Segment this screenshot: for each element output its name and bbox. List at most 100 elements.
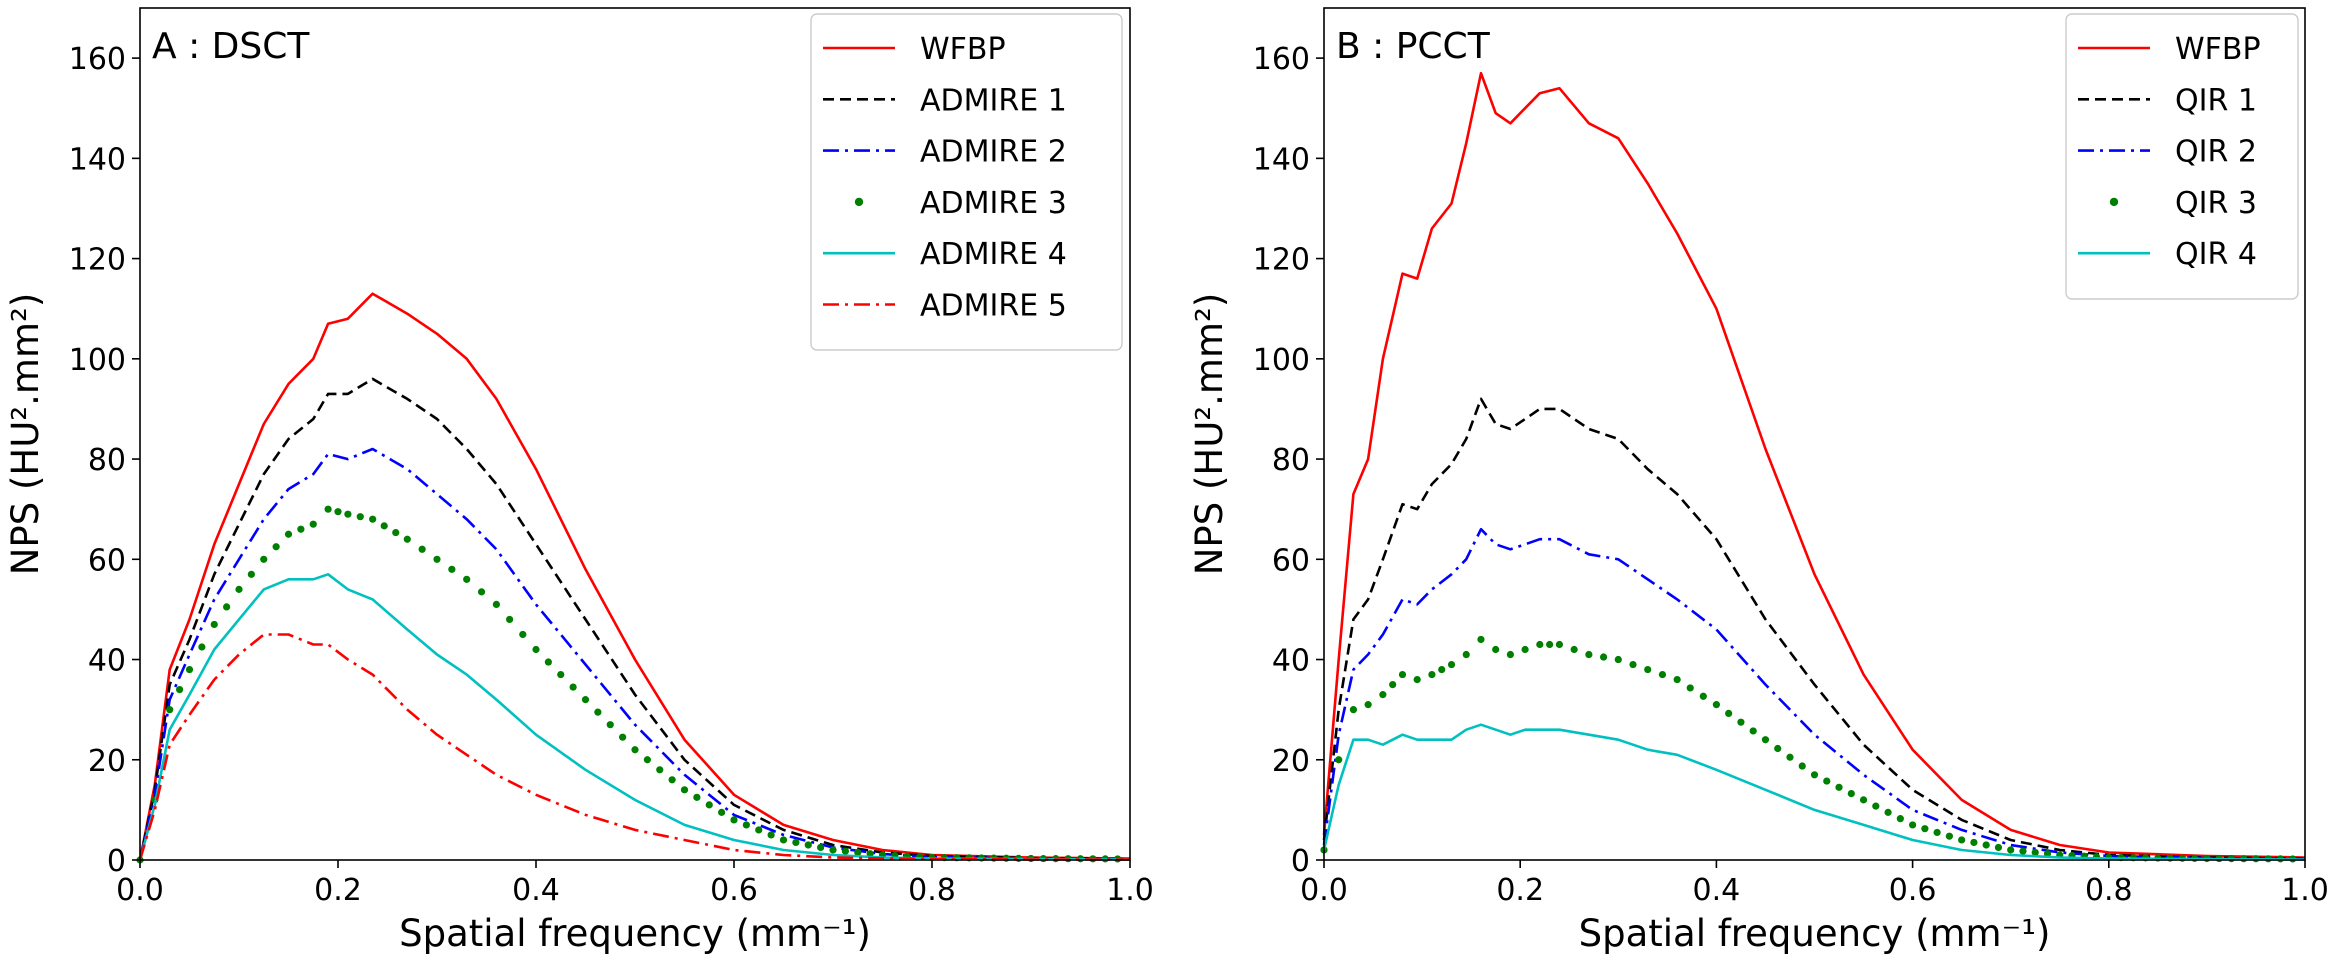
data-point: [532, 645, 540, 654]
y-axis-label: NPS (HU².mm²): [4, 293, 47, 576]
y-tick-label: 0: [107, 844, 126, 879]
data-point: [1349, 706, 1358, 714]
data-point: [284, 530, 293, 538]
x-tick-label: 0.8: [2085, 873, 2133, 908]
series-line: [1322, 397, 2306, 860]
data-point: [235, 585, 243, 593]
data-point: [705, 801, 713, 809]
data-point: [1585, 650, 1593, 659]
data-point: [1761, 736, 1770, 744]
axes-frame: [139, 7, 1131, 861]
series-qir-2: [1322, 527, 2306, 861]
data-point: [448, 565, 456, 573]
data-point: [557, 670, 565, 679]
series-admire-4: [138, 572, 1131, 861]
data-point: [2031, 848, 2039, 857]
legend-label: QIR 1: [2175, 83, 2257, 118]
y-tick-label: 140: [69, 142, 126, 177]
y-tick-label: 0: [1291, 844, 1310, 879]
series-wfbp: [1322, 71, 2306, 859]
data-point: [643, 756, 651, 764]
x-tick-label: 1.0: [2281, 873, 2329, 908]
series-line: [138, 377, 1131, 861]
data-point: [2007, 846, 2015, 854]
legend-label: ADMIRE 3: [920, 186, 1067, 221]
data-point: [1599, 653, 1608, 661]
data-point: [272, 543, 280, 551]
legend-label: QIR 2: [2175, 135, 2257, 170]
data-point: [544, 658, 552, 666]
legend: WFBP ADMIRE 1 ADMIRE 2 ADMIRE 3 ADMIRE 4 ADMI…: [810, 13, 1123, 351]
data-point: [1335, 756, 1343, 764]
series-line: [1322, 723, 2306, 861]
y-axis-label: NPS (HU².mm²): [1188, 293, 1231, 576]
series-admire-3: [136, 505, 1122, 864]
series-line: [138, 572, 1131, 861]
data-point: [1521, 645, 1529, 654]
series-line: [1322, 527, 2306, 861]
x-tick-label: 0.2: [314, 873, 362, 908]
data-point: [334, 508, 342, 516]
y-tick-label: 60: [88, 543, 126, 578]
series-admire-1: [138, 377, 1131, 861]
y-tick-label: 140: [1253, 142, 1310, 177]
data-point: [829, 846, 837, 854]
data-point: [779, 836, 788, 844]
y-tick-label: 80: [1272, 443, 1310, 478]
data-point: [1835, 783, 1843, 791]
y-tick-label: 40: [1272, 644, 1310, 679]
data-point: [344, 510, 352, 518]
y-tick-label: 80: [88, 443, 126, 478]
legend-label: ADMIRE 5: [920, 289, 1067, 324]
y-tick-label: 160: [1253, 42, 1310, 77]
data-point: [569, 683, 577, 691]
legend-label: QIR 3: [2175, 186, 2257, 221]
series-line: [1322, 71, 2306, 859]
data-point: [1994, 843, 2003, 852]
data-point: [1570, 645, 1578, 654]
data-point: [1921, 825, 1929, 833]
data-point: [260, 555, 268, 563]
legend-marker: [2109, 197, 2119, 207]
data-point: [755, 826, 763, 834]
data-point: [403, 535, 411, 543]
legend-label: ADMIRE 4: [920, 237, 1067, 272]
data-point: [1614, 655, 1622, 664]
y-tick-label: 100: [69, 343, 126, 378]
data-point: [1438, 665, 1446, 674]
data-point: [1896, 815, 1904, 823]
data-point: [297, 525, 305, 533]
data-point: [581, 696, 590, 704]
data-point: [1909, 821, 1917, 829]
data-point: [418, 545, 426, 553]
data-point: [380, 522, 388, 530]
data-point: [1644, 665, 1652, 674]
legend-label: ADMIRE 1: [920, 83, 1067, 118]
y-tick-label: 120: [69, 243, 126, 278]
data-point: [1555, 640, 1564, 649]
data-point: [1492, 645, 1500, 654]
y-tick-label: 40: [88, 644, 126, 679]
x-axis-label: Spatial frequency (mm⁻¹): [1579, 912, 2051, 955]
series-admire-5: [138, 633, 1130, 861]
y-tick-label: 100: [1253, 343, 1310, 378]
data-point: [198, 643, 206, 651]
x-axis-label: Spatial frequency (mm⁻¹): [399, 912, 871, 955]
x-tick-label: 0.6: [710, 873, 758, 908]
y-tick-label: 60: [1272, 543, 1310, 578]
data-point: [1413, 675, 1421, 684]
series-line: [138, 633, 1130, 861]
data-point: [841, 847, 849, 855]
legend-marker: [854, 197, 864, 207]
data-point: [1737, 718, 1745, 726]
legend-label: WFBP: [2175, 32, 2261, 67]
data-point: [680, 786, 689, 794]
data-point: [1462, 650, 1470, 659]
data-point: [1810, 771, 1819, 779]
x-tick-label: 0.0: [1300, 873, 1348, 908]
data-point: [668, 776, 676, 784]
data-point: [817, 843, 825, 852]
data-point: [519, 630, 527, 639]
data-point: [1958, 836, 1966, 844]
data-point: [1945, 832, 1953, 840]
